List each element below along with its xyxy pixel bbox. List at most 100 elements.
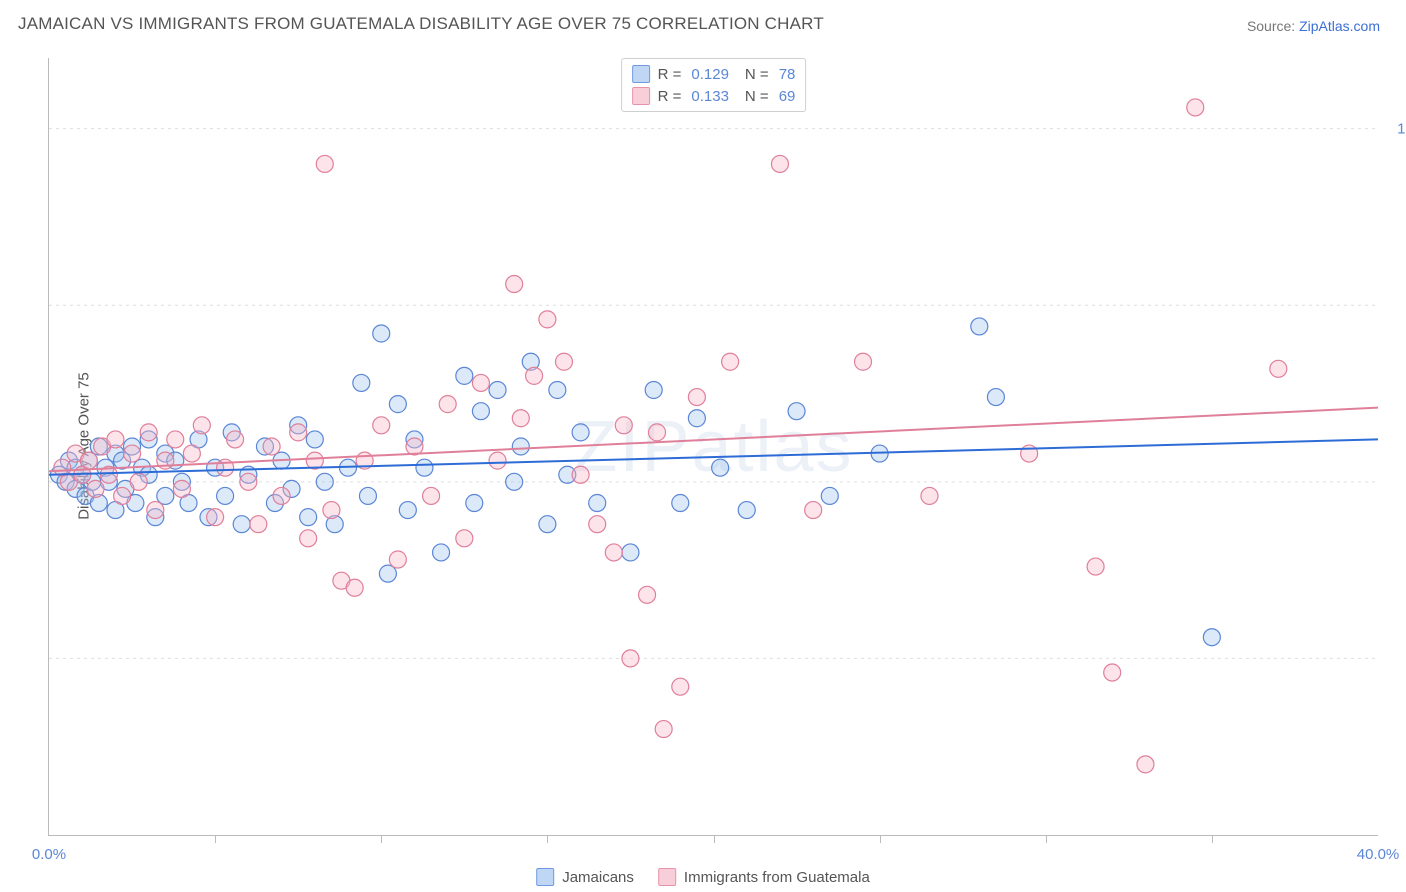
x-tick-mark xyxy=(880,835,881,843)
marker-guatemala xyxy=(263,438,280,455)
marker-guatemala xyxy=(173,480,190,497)
marker-guatemala xyxy=(539,311,556,328)
marker-guatemala xyxy=(290,424,307,441)
marker-jamaicans xyxy=(589,495,606,512)
marker-jamaicans xyxy=(539,516,556,533)
marker-jamaicans xyxy=(712,459,729,476)
marker-guatemala xyxy=(589,516,606,533)
y-tick-label: 25.0% xyxy=(1388,650,1406,667)
legend-row-jamaicans: R =0.129 N =78 xyxy=(632,63,796,85)
n-value-guatemala: 69 xyxy=(779,88,796,105)
marker-guatemala xyxy=(456,530,473,547)
marker-guatemala xyxy=(555,353,572,370)
x-tick-mark xyxy=(1212,835,1213,843)
marker-jamaicans xyxy=(466,495,483,512)
marker-guatemala xyxy=(655,721,672,738)
marker-guatemala xyxy=(227,431,244,448)
swatch-jamaicans-icon xyxy=(536,868,554,886)
marker-guatemala xyxy=(80,452,97,469)
n-value-jamaicans: 78 xyxy=(779,66,796,83)
marker-jamaicans xyxy=(316,473,333,490)
y-tick-label: 75.0% xyxy=(1388,297,1406,314)
plot-svg xyxy=(49,58,1378,835)
marker-jamaicans xyxy=(300,509,317,526)
marker-jamaicans xyxy=(987,389,1004,406)
legend-label-guatemala: Immigrants from Guatemala xyxy=(684,869,870,886)
marker-jamaicans xyxy=(622,544,639,561)
marker-jamaicans xyxy=(399,502,416,519)
marker-jamaicans xyxy=(416,459,433,476)
marker-guatemala xyxy=(1104,664,1121,681)
marker-jamaicans xyxy=(359,487,376,504)
marker-jamaicans xyxy=(672,495,689,512)
marker-jamaicans xyxy=(433,544,450,561)
scatter-plot: ZIPatlas R =0.129 N =78 R =0.133 N =69 2… xyxy=(48,58,1378,836)
marker-guatemala xyxy=(406,438,423,455)
marker-guatemala xyxy=(805,502,822,519)
r-value-guatemala: 0.133 xyxy=(691,88,729,105)
marker-guatemala xyxy=(107,431,124,448)
marker-guatemala xyxy=(1187,99,1204,116)
marker-guatemala xyxy=(323,502,340,519)
marker-jamaicans xyxy=(738,502,755,519)
marker-guatemala xyxy=(615,417,632,434)
marker-jamaicans xyxy=(379,565,396,582)
marker-jamaicans xyxy=(788,403,805,420)
series-legend: Jamaicans Immigrants from Guatemala xyxy=(536,868,870,886)
marker-guatemala xyxy=(688,389,705,406)
marker-guatemala xyxy=(1270,360,1287,377)
marker-guatemala xyxy=(1087,558,1104,575)
chart-title: JAMAICAN VS IMMIGRANTS FROM GUATEMALA DI… xyxy=(18,14,824,34)
marker-guatemala xyxy=(300,530,317,547)
marker-guatemala xyxy=(193,417,210,434)
marker-jamaicans xyxy=(688,410,705,427)
marker-guatemala xyxy=(1137,756,1154,773)
x-tick-mark xyxy=(381,835,382,843)
legend-item-jamaicans: Jamaicans xyxy=(536,868,634,886)
marker-jamaicans xyxy=(306,431,323,448)
marker-jamaicans xyxy=(472,403,489,420)
marker-guatemala xyxy=(605,544,622,561)
source-link[interactable]: ZipAtlas.com xyxy=(1299,18,1380,34)
marker-guatemala xyxy=(572,466,589,483)
marker-jamaicans xyxy=(217,487,234,504)
marker-guatemala xyxy=(183,445,200,462)
marker-jamaicans xyxy=(645,381,662,398)
swatch-jamaicans-icon xyxy=(632,65,650,83)
x-tick-mark xyxy=(547,835,548,843)
marker-guatemala xyxy=(124,445,141,462)
legend-row-guatemala: R =0.133 N =69 xyxy=(632,85,796,107)
marker-jamaicans xyxy=(353,374,370,391)
marker-guatemala xyxy=(167,431,184,448)
marker-guatemala xyxy=(373,417,390,434)
marker-jamaicans xyxy=(549,381,566,398)
marker-guatemala xyxy=(526,367,543,384)
marker-jamaicans xyxy=(456,367,473,384)
swatch-guatemala-icon xyxy=(658,868,676,886)
marker-jamaicans xyxy=(572,424,589,441)
marker-guatemala xyxy=(346,579,363,596)
y-tick-label: 100.0% xyxy=(1388,120,1406,137)
x-tick-mark xyxy=(1046,835,1047,843)
marker-guatemala xyxy=(439,396,456,413)
source-text: Source: ZipAtlas.com xyxy=(1247,18,1380,34)
marker-guatemala xyxy=(140,424,157,441)
marker-jamaicans xyxy=(821,487,838,504)
marker-jamaicans xyxy=(389,396,406,413)
marker-guatemala xyxy=(147,502,164,519)
marker-jamaicans xyxy=(506,473,523,490)
marker-guatemala xyxy=(639,586,656,603)
marker-guatemala xyxy=(114,487,131,504)
marker-jamaicans xyxy=(489,381,506,398)
marker-jamaicans xyxy=(512,438,529,455)
marker-guatemala xyxy=(489,452,506,469)
marker-jamaicans xyxy=(1203,629,1220,646)
marker-guatemala xyxy=(250,516,267,533)
marker-jamaicans xyxy=(971,318,988,335)
marker-guatemala xyxy=(622,650,639,667)
marker-guatemala xyxy=(855,353,872,370)
marker-guatemala xyxy=(87,480,104,497)
x-tick-label: 40.0% xyxy=(1357,846,1400,863)
marker-guatemala xyxy=(649,424,666,441)
x-tick-label: 0.0% xyxy=(32,846,66,863)
